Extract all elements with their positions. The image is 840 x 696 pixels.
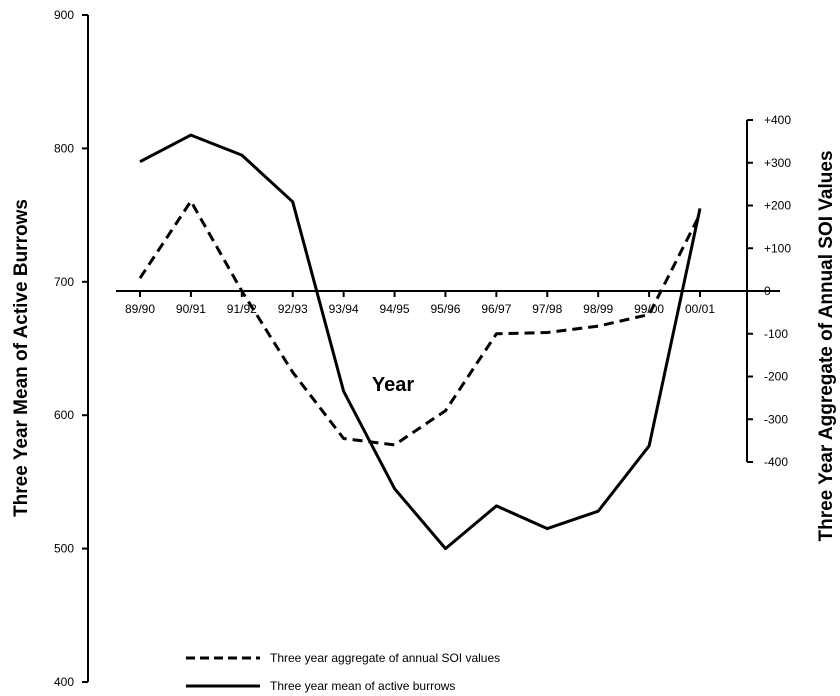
x-tick-label: 89/90 xyxy=(125,302,155,316)
x-tick-label: 99/00 xyxy=(634,302,664,316)
right-tick-label: -200 xyxy=(764,370,788,384)
left-tick-label: 700 xyxy=(54,275,74,289)
right-tick-label: -300 xyxy=(764,412,788,426)
right-tick-label: +400 xyxy=(764,113,791,127)
x-tick-label: 96/97 xyxy=(481,302,511,316)
left-axis-title: Three Year Mean of Active Burrows xyxy=(11,199,32,517)
left-tick-label: 500 xyxy=(54,542,74,556)
legend: Three year aggregate of annual SOI value… xyxy=(186,651,500,693)
right-tick-label: +300 xyxy=(764,156,791,170)
right-tick-label: +200 xyxy=(764,199,791,213)
x-tick-label: 98/99 xyxy=(583,302,613,316)
left-tick-label: 800 xyxy=(54,141,74,155)
x-tick-label: 95/96 xyxy=(430,302,460,316)
x-tick-label: 90/91 xyxy=(176,302,206,316)
burrows-mean-line xyxy=(139,133,702,551)
right-tick-label: 0 xyxy=(764,284,771,298)
x-tick-label: 92/93 xyxy=(278,302,308,316)
series-layer xyxy=(138,133,702,551)
left-tick-label: 400 xyxy=(54,675,74,689)
soi-aggregate-line xyxy=(138,199,702,447)
x-tick-label: 94/95 xyxy=(380,302,410,316)
x-tick-label: 93/94 xyxy=(329,302,359,316)
right-tick-label: -100 xyxy=(764,327,788,341)
left-tick-label: 900 xyxy=(54,8,74,22)
right-axis-title: Three Year Aggregate of Annual SOI Value… xyxy=(816,150,837,541)
left-tick-label: 600 xyxy=(54,408,74,422)
x-axis-title: Year xyxy=(372,374,414,396)
x-axis-ticks: 89/90 90/91 91/92 92/93 93/94 94/95 95/96 96/97… xyxy=(125,291,715,316)
left-axis-ticks: 400 500 600 700 800 900 xyxy=(54,8,88,689)
x-tick-label: 97/98 xyxy=(532,302,562,316)
legend-label-soi: Three year aggregate of annual SOI value… xyxy=(270,651,500,665)
right-axis-ticks: -400 -300 -200 -100 0 +100 +200 +300 +400 xyxy=(747,113,791,469)
x-tick-label: 00/01 xyxy=(685,302,715,316)
right-tick-label: +100 xyxy=(764,241,791,255)
legend-label-burrows: Three year mean of active burrows xyxy=(270,679,455,693)
axes xyxy=(87,15,780,682)
right-tick-label: -400 xyxy=(764,455,788,469)
